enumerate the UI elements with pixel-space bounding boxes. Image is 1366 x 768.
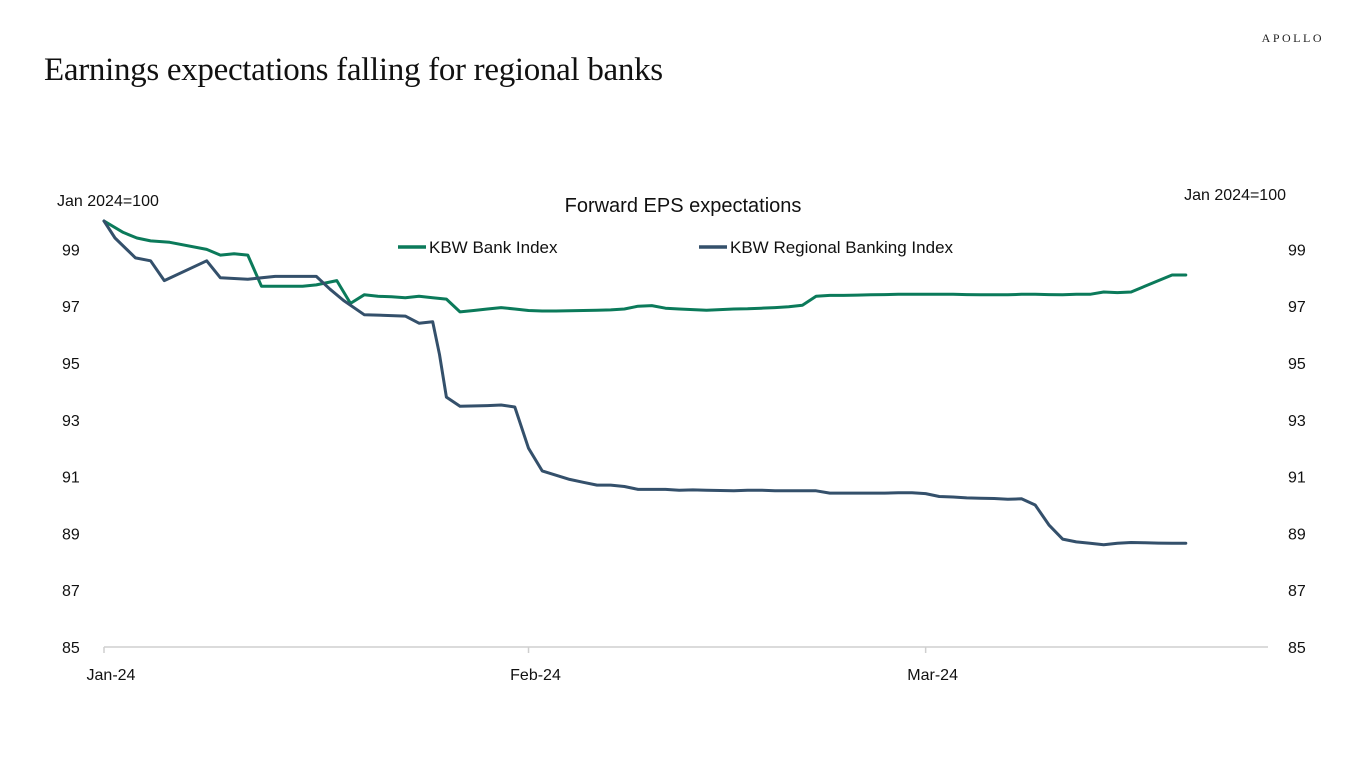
y-tick-label-left: 97 — [62, 299, 80, 316]
series-line-kbw-bank-index — [102, 219, 1188, 314]
y-tick-label-left: 95 — [62, 356, 80, 373]
y-tick-label-right: 85 — [1288, 640, 1306, 657]
legend: KBW Bank Index KBW Regional Banking Index — [398, 238, 954, 257]
legend-label: KBW Regional Banking Index — [730, 238, 954, 257]
y-tick-label-right: 99 — [1288, 242, 1306, 259]
y-tick-label-left: 91 — [62, 470, 80, 487]
y-tick-label-left: 89 — [62, 526, 80, 543]
y-tick-label-right: 87 — [1288, 583, 1306, 600]
y-axis-label-left: Jan 2024=100 — [57, 193, 159, 210]
y-tick-label-left: 93 — [62, 413, 80, 430]
y-tick-label-left: 85 — [62, 640, 80, 657]
y-tick-label-right: 95 — [1288, 356, 1306, 373]
brand-logo-text: APOLLO — [1261, 31, 1324, 45]
series-line-kbw-regional-banking-index — [102, 219, 1188, 547]
chart-title: Forward EPS expectations — [565, 195, 802, 217]
page-title: Earnings expectations falling for region… — [44, 52, 663, 88]
legend-label: KBW Bank Index — [429, 238, 558, 257]
x-tick-label: Feb-24 — [510, 667, 561, 684]
x-tick-label: Mar-24 — [907, 667, 958, 684]
y-axis-label-right: Jan 2024=100 — [1184, 187, 1286, 204]
y-tick-label-right: 89 — [1288, 526, 1306, 543]
y-tick-label-left: 87 — [62, 583, 80, 600]
y-tick-label-right: 93 — [1288, 413, 1306, 430]
y-tick-label-left: 99 — [62, 242, 80, 259]
y-tick-label-right: 97 — [1288, 299, 1306, 316]
x-tick-label: Jan-24 — [87, 667, 136, 684]
y-tick-label-right: 91 — [1288, 470, 1306, 487]
